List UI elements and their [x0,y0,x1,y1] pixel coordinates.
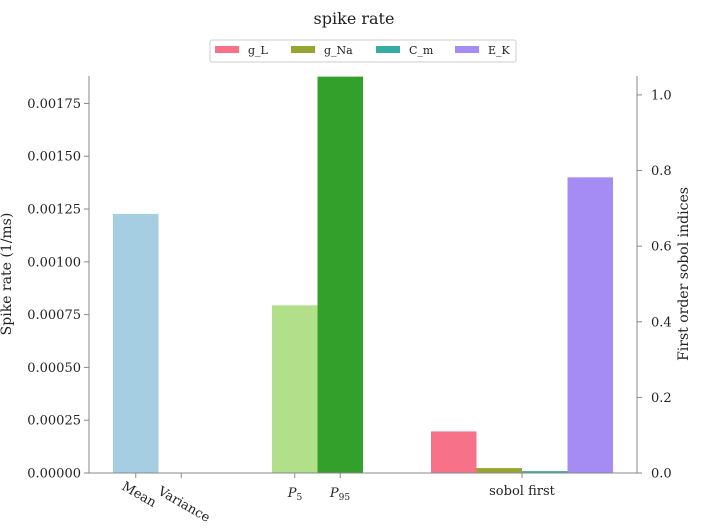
legend-frame [209,39,517,63]
left-tick-label: 0.00100 [27,255,81,270]
left-tick-label: 0.00175 [27,97,81,112]
bars-layer [113,76,613,473]
x-tick-label-mean: Mean [119,479,159,511]
bar-sobol-g-na [476,468,522,473]
bar-mean [113,213,159,473]
right-tick-label: 0.4 [651,315,672,330]
x-tick-label-sobol-first: sobol first [489,484,555,499]
right-tick-label: 1.0 [651,88,672,103]
right-tick-label: 0.8 [651,164,672,179]
x-tick-label-variance: Variance [154,484,212,526]
legend-label-g-l: g_L [248,44,269,57]
left-tick-label: 0.00125 [27,203,81,218]
left-tick-label: 0.00150 [27,150,81,165]
left-axis-label: Spike rate (1/ms) [0,213,15,336]
legend-swatch-e-k [455,46,479,53]
x-tick-label-p5: P5 [287,486,303,503]
legend-label-c-m: C_m [409,44,434,57]
left-tick-label: 0.00050 [27,361,81,376]
bar-p5 [272,305,318,473]
right-axis-ticks: 0.0 0.2 0.4 0.6 0.8 1.0 [637,88,672,482]
left-tick-label: 0.00000 [27,467,81,482]
legend-label-e-k: E_K [488,44,511,57]
bar-p95 [317,76,363,473]
left-tick-label: 0.00075 [27,308,81,323]
legend-swatch-c-m [376,46,400,53]
legend: g_L g_Na C_m E_K [209,39,517,63]
left-axis-ticks: 0.00000 0.00025 0.00050 0.00075 0.00100 0.001… [27,97,89,482]
legend-label-g-na: g_Na [324,44,353,57]
right-tick-label: 0.0 [651,467,672,482]
right-tick-label: 0.2 [651,391,672,406]
bar-sobol-e-k [567,177,613,473]
right-tick-label: 0.6 [651,240,672,255]
left-tick-label: 0.00025 [27,414,81,429]
bar-sobol-g-l [431,431,477,473]
x-tick-label-p95: P95 [329,486,350,503]
legend-swatch-g-l [215,46,239,53]
bar-sobol-c-m [522,471,568,473]
right-axis-label: First order sobol indices [676,187,692,361]
chart-title: spike rate [314,9,395,28]
legend-swatch-g-na [291,46,315,53]
